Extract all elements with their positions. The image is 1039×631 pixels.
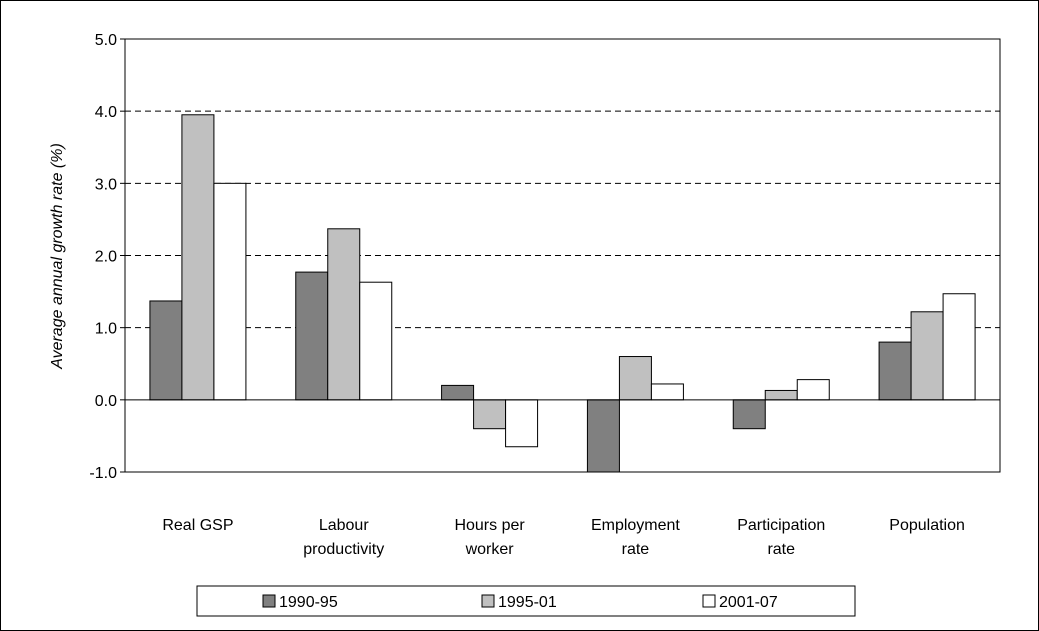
legend-swatch-2001-07 [702, 594, 716, 608]
bar-1990-95-0 [149, 300, 183, 401]
bar-2001-07-4 [796, 379, 830, 401]
y-tick-labels: -1.0 0.0 1.0 2.0 3.0 4.0 5.0 [89, 32, 117, 482]
x-category-label: Population [889, 517, 965, 534]
bar-1990-95-3 [586, 399, 620, 473]
legend: 1990-95 1995-01 2001-07 [196, 585, 856, 617]
bar-1990-95-1 [295, 271, 329, 401]
x-category-label: rate [622, 541, 650, 558]
bar-1990-95-5 [878, 341, 912, 401]
y-tick-label: 5.0 [95, 32, 117, 49]
bar-1995-01-4 [764, 389, 798, 401]
legend-swatch-1995-01 [481, 594, 495, 608]
x-category-label: Hours per [454, 517, 525, 534]
bar-2001-07-5 [942, 293, 976, 401]
bar-2001-07-0 [213, 182, 247, 401]
y-tick-label: -1.0 [89, 465, 117, 482]
bar-1995-01-1 [327, 228, 361, 401]
x-category-label: rate [767, 541, 795, 558]
x-category-label: worker [465, 541, 515, 558]
x-category-label: Employment [591, 517, 680, 534]
bar-1990-95-4 [732, 399, 766, 430]
x-category-label: productivity [303, 541, 384, 558]
y-tick-label: 4.0 [95, 104, 117, 121]
axes [120, 38, 1001, 473]
y-tick-label: 2.0 [95, 249, 117, 266]
legend-label-1995-01: 1995-01 [498, 594, 557, 611]
x-category-label: Labour [319, 517, 369, 534]
legend-label-1990-95: 1990-95 [279, 594, 338, 611]
bar-2001-07-3 [650, 383, 684, 401]
bar-2001-07-1 [359, 281, 393, 401]
y-tick-label: 0.0 [95, 393, 117, 410]
bar-1995-01-0 [181, 114, 215, 401]
x-category-label: Participation [737, 517, 825, 534]
bar-1995-01-3 [618, 356, 652, 401]
y-tick-label: 1.0 [95, 321, 117, 338]
bar-1995-01-5 [910, 311, 944, 401]
y-tick-label: 3.0 [95, 176, 117, 193]
gridlines [125, 110, 1000, 329]
bar-1995-01-2 [473, 399, 507, 430]
bar-1990-95-2 [441, 384, 475, 401]
x-category-labels: Real GSP Labour productivity Hours per worke… [162, 517, 965, 558]
legend-box [196, 585, 856, 617]
bars [149, 114, 976, 473]
y-axis-title: Average annual growth rate (%) [49, 143, 66, 370]
bar-2001-07-2 [505, 399, 539, 448]
legend-label-2001-07: 2001-07 [719, 594, 778, 611]
legend-swatch-1990-95 [262, 594, 276, 608]
x-category-label: Real GSP [162, 517, 233, 534]
